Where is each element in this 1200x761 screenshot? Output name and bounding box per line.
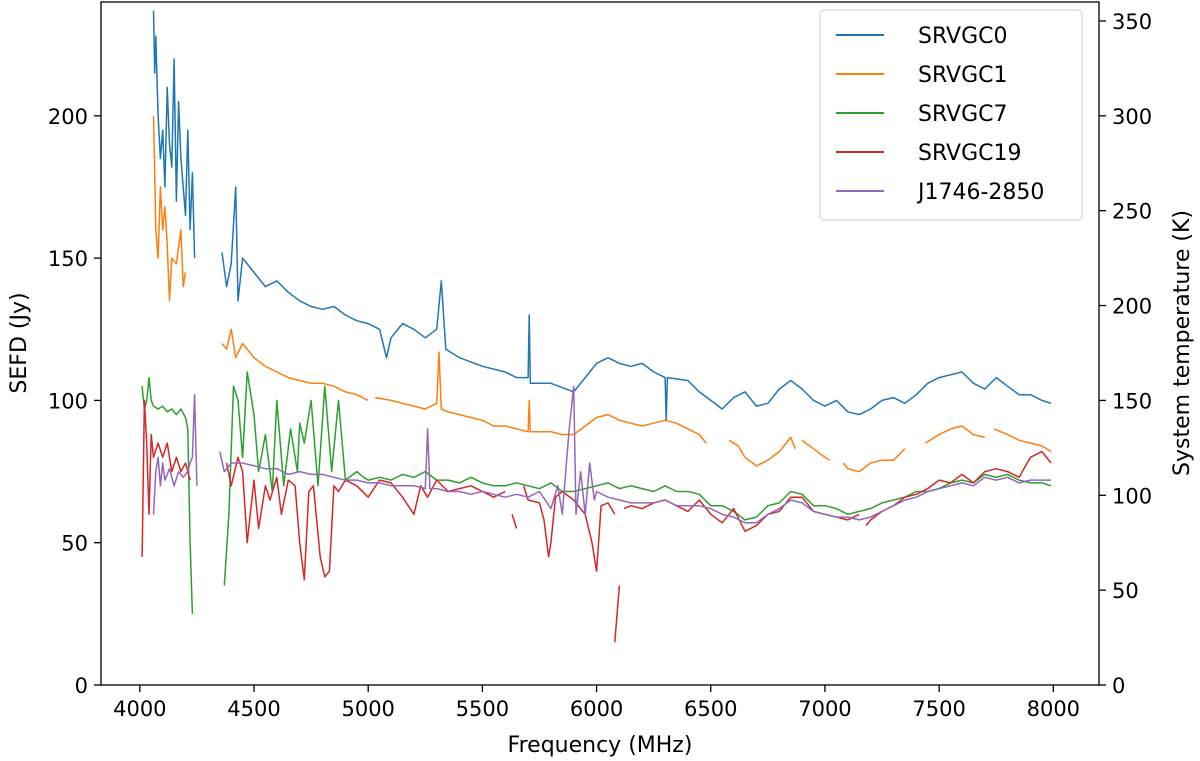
- y-axis-title: SEFD (Jy): [7, 292, 32, 393]
- series-j1746-2850: [152, 385, 1051, 524]
- x-axis-ticks: 4000 4500 5000 5500 6000 6500 7000 7500 8000: [113, 685, 1080, 721]
- y2-tick-label: 250: [1112, 200, 1152, 224]
- y-tick-label: 200: [48, 105, 88, 129]
- y2-tick-label: 50: [1112, 579, 1139, 603]
- plot-frame: [100, 1, 1100, 686]
- legend-items: SRVGC0 SRVGC1 SRVGC7 SRVGC19 J1746-2850: [836, 24, 1044, 205]
- legend: SRVGC0 SRVGC1 SRVGC7 SRVGC19 J1746-2850: [819, 9, 1083, 221]
- y2-tick-label: 350: [1112, 10, 1152, 34]
- series-line-srvgc19-seg-2: [511, 514, 518, 529]
- y2-axis-ticks: 0 50 100 150 200 250 300 350: [1099, 10, 1152, 698]
- series-srvgc7: [141, 371, 1052, 614]
- x-tick-label: 5000: [341, 697, 394, 721]
- series-line-j1746-2850-seg-0: [152, 393, 198, 515]
- x-tick-label: 6500: [684, 697, 737, 721]
- x-tick-label: 6000: [570, 697, 623, 721]
- series-line-srvgc19-seg-4: [614, 585, 621, 643]
- series-line-srvgc1-seg-2: [374, 351, 707, 444]
- series-line-srvgc1-seg-5: [842, 448, 906, 473]
- series-line-srvgc0-seg-0: [152, 10, 196, 259]
- x-axis-title: Frequency (MHz): [508, 733, 693, 758]
- series-line-srvgc19-seg-0: [141, 399, 191, 557]
- series-line-srvgc1-seg-4: [801, 439, 830, 461]
- legend-box: [819, 9, 1083, 221]
- series-line-srvgc1-seg-1: [221, 328, 369, 402]
- x-tick-label: 8000: [1027, 697, 1080, 721]
- series-line-srvgc19-seg-1: [225, 456, 506, 581]
- y2-tick-label: 0: [1112, 674, 1125, 698]
- y-tick-label: 100: [48, 389, 88, 413]
- series-srvgc19: [141, 399, 1052, 643]
- series-line-j1746-2850-seg-1: [219, 385, 1051, 524]
- x-tick-label: 4000: [113, 697, 166, 721]
- legend-label-j1746-2850: J1746-2850: [916, 180, 1044, 205]
- x-tick-label: 4500: [227, 697, 280, 721]
- x-tick-label: 5500: [456, 697, 509, 721]
- x-tick-label: 7000: [798, 697, 851, 721]
- legend-label-srvgc19: SRVGC19: [918, 141, 1022, 166]
- y-tick-label: 150: [48, 247, 88, 271]
- y2-tick-label: 100: [1112, 484, 1152, 508]
- y2-tick-label: 200: [1112, 295, 1152, 319]
- series-line-srvgc1-seg-3: [728, 436, 796, 467]
- series-srvgc1: [152, 115, 1052, 473]
- y-tick-label: 50: [61, 532, 88, 556]
- legend-label-srvgc7: SRVGC7: [918, 102, 1008, 127]
- series-line-srvgc0-seg-1: [221, 186, 1052, 422]
- y2-axis-title: System temperature (K): [1170, 210, 1195, 476]
- series-line-srvgc1-seg-0: [152, 115, 187, 302]
- x-tick-label: 7500: [912, 697, 965, 721]
- series-line-srvgc7-seg-0: [141, 376, 194, 614]
- series-layer: [141, 10, 1052, 643]
- y2-tick-label: 300: [1112, 105, 1152, 129]
- series-line-srvgc1-seg-6: [925, 425, 985, 444]
- y-tick-label: 0: [75, 674, 88, 698]
- series-line-srvgc19-seg-6: [865, 450, 1052, 527]
- legend-label-srvgc0: SRVGC0: [918, 24, 1008, 49]
- y2-tick-label: 150: [1112, 389, 1152, 413]
- legend-label-srvgc1: SRVGC1: [918, 63, 1008, 88]
- series-line-srvgc19-seg-3: [522, 485, 616, 572]
- series-srvgc0: [152, 10, 1052, 422]
- series-line-srvgc1-seg-7: [993, 428, 1052, 453]
- series-line-srvgc7-seg-1: [223, 371, 1052, 586]
- y-axis-ticks: 0 50 100 150 200: [48, 105, 101, 698]
